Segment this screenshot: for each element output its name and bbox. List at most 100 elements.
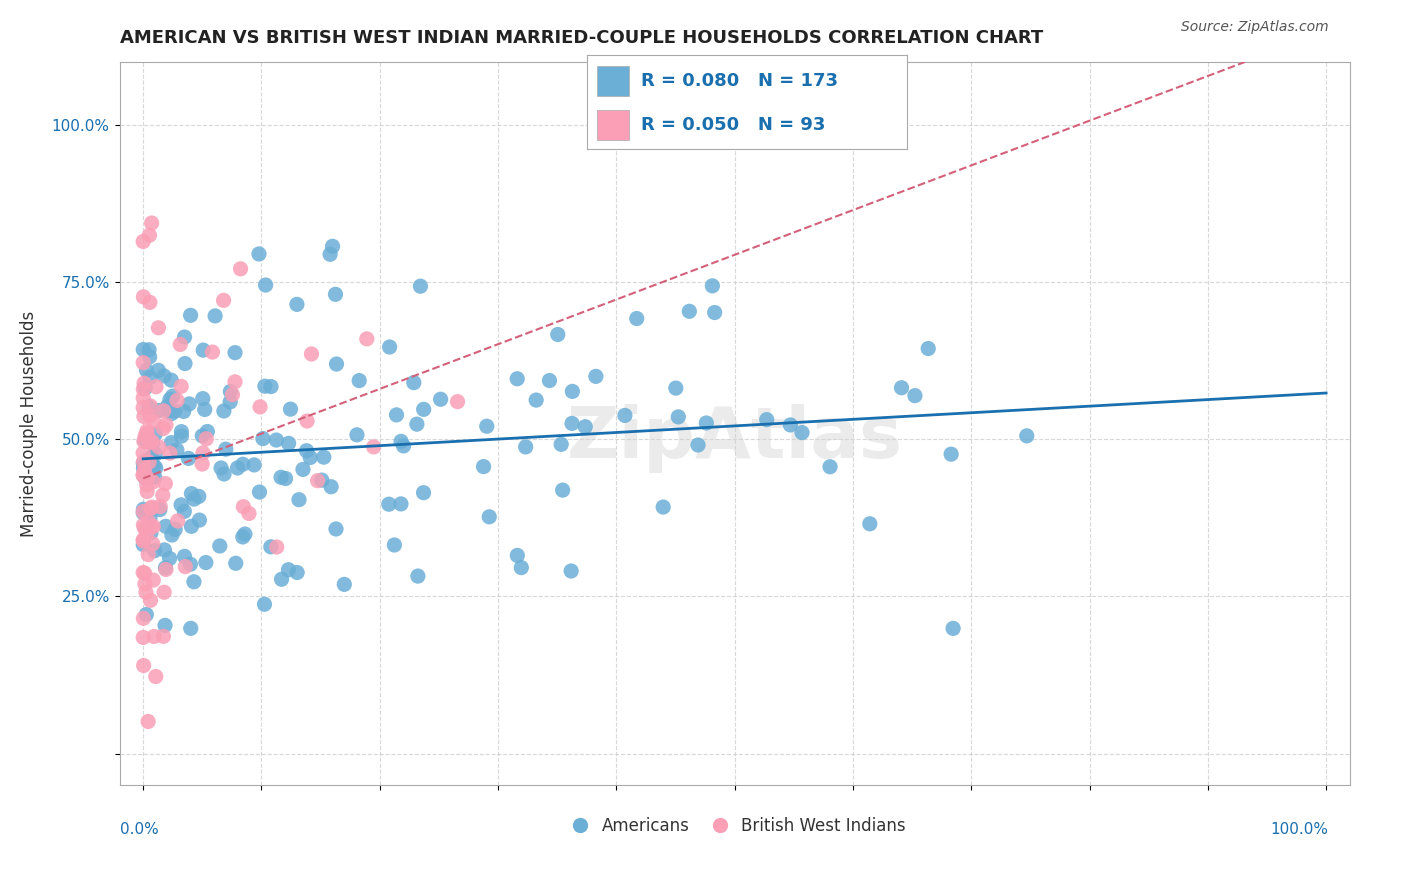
British West Indians: [152, 404, 174, 418]
Americans: [325, 287, 347, 301]
Americans: [212, 404, 235, 418]
Americans: [174, 357, 197, 371]
British West Indians: [136, 484, 159, 499]
Americans: [170, 425, 193, 439]
Americans: [475, 419, 498, 434]
Text: AMERICAN VS BRITISH WEST INDIAN MARRIED-COUPLE HOUSEHOLDS CORRELATION CHART: AMERICAN VS BRITISH WEST INDIAN MARRIED-…: [120, 29, 1043, 47]
Americans: [177, 451, 200, 466]
British West Indians: [201, 345, 224, 359]
British West Indians: [136, 471, 159, 485]
Americans: [135, 607, 157, 622]
British West Indians: [132, 468, 155, 483]
British West Indians: [134, 566, 156, 581]
Americans: [180, 308, 202, 322]
British West Indians: [307, 474, 329, 488]
Americans: [153, 618, 176, 632]
Americans: [180, 621, 202, 635]
British West Indians: [139, 593, 162, 607]
Americans: [678, 304, 700, 318]
Americans: [561, 417, 583, 431]
Americans: [139, 370, 162, 384]
British West Indians: [132, 455, 155, 469]
Americans: [382, 538, 405, 552]
British West Indians: [132, 376, 155, 391]
Text: 0.0%: 0.0%: [120, 822, 159, 837]
British West Indians: [132, 446, 155, 460]
Americans: [429, 392, 451, 407]
British West Indians: [143, 630, 166, 644]
Americans: [141, 470, 163, 484]
Americans: [409, 279, 432, 293]
Americans: [163, 404, 186, 418]
Americans: [666, 409, 689, 424]
British West Indians: [135, 478, 157, 492]
Americans: [219, 384, 242, 399]
British West Indians: [132, 434, 155, 449]
British West Indians: [135, 526, 157, 541]
Americans: [319, 247, 342, 261]
British West Indians: [191, 446, 214, 460]
Americans: [312, 450, 335, 465]
Americans: [208, 539, 231, 553]
Americans: [153, 542, 176, 557]
British West Indians: [139, 295, 162, 310]
British West Indians: [139, 435, 162, 450]
Americans: [156, 399, 179, 413]
Americans: [325, 357, 347, 371]
Americans: [613, 409, 636, 423]
British West Indians: [249, 400, 271, 414]
Americans: [585, 369, 607, 384]
Americans: [402, 376, 425, 390]
Americans: [183, 574, 205, 589]
Americans: [160, 528, 183, 542]
Americans: [270, 572, 292, 586]
Americans: [247, 247, 270, 261]
British West Indians: [166, 514, 188, 528]
Americans: [132, 456, 155, 470]
Americans: [225, 556, 247, 570]
Americans: [515, 440, 537, 454]
British West Indians: [138, 455, 160, 469]
Americans: [148, 363, 170, 377]
Americans: [311, 473, 333, 487]
British West Indians: [159, 446, 181, 460]
British West Indians: [138, 228, 160, 243]
Americans: [194, 556, 217, 570]
British West Indians: [145, 380, 167, 394]
Americans: [378, 340, 401, 354]
British West Indians: [446, 394, 468, 409]
Americans: [173, 404, 195, 418]
Americans: [506, 549, 529, 563]
British West Indians: [139, 501, 162, 516]
British West Indians: [134, 521, 156, 535]
Americans: [347, 374, 370, 388]
British West Indians: [132, 382, 155, 396]
Americans: [134, 381, 156, 395]
Americans: [274, 471, 297, 485]
Americans: [942, 621, 965, 635]
Americans: [135, 456, 157, 470]
British West Indians: [134, 577, 156, 591]
Americans: [160, 407, 183, 421]
Americans: [145, 461, 167, 475]
British West Indians: [229, 261, 252, 276]
British West Indians: [132, 566, 155, 580]
Americans: [143, 427, 166, 442]
British West Indians: [356, 332, 378, 346]
Americans: [299, 450, 322, 465]
British West Indians: [132, 467, 155, 482]
British West Indians: [132, 533, 155, 547]
Americans: [285, 297, 308, 311]
Y-axis label: Married-couple Households: Married-couple Households: [20, 310, 38, 537]
Text: ZipAtlas: ZipAtlas: [567, 404, 903, 473]
Americans: [173, 330, 195, 344]
Americans: [209, 461, 232, 475]
Americans: [142, 436, 165, 450]
Americans: [917, 342, 939, 356]
Americans: [179, 558, 201, 572]
Americans: [166, 442, 188, 457]
British West Indians: [132, 235, 155, 249]
British West Indians: [136, 428, 159, 442]
British West Indians: [238, 507, 260, 521]
Americans: [779, 417, 801, 432]
